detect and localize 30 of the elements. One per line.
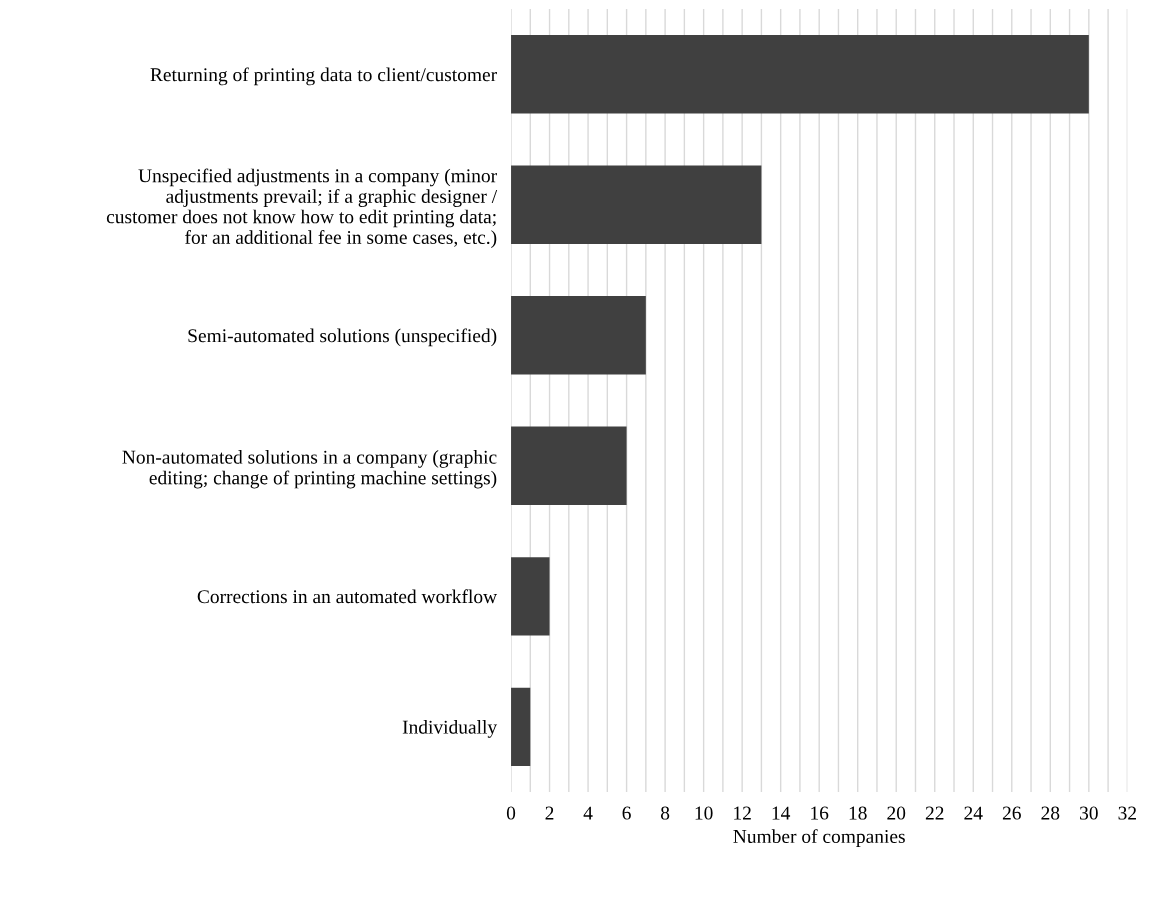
bar (511, 426, 627, 505)
x-axis-title: Number of companies (733, 829, 905, 847)
x-tick-label: 6 (622, 806, 631, 820)
bar (511, 35, 1089, 114)
x-tick-label: 14 (772, 806, 791, 820)
x-tick-label: 32 (1118, 806, 1136, 820)
x-tick-label: 4 (583, 806, 593, 820)
x-tick-label: 8 (660, 806, 670, 820)
x-tick-label: 12 (734, 806, 751, 820)
x-tick-label: 0 (506, 806, 516, 820)
x-tick-label: 2 (545, 806, 554, 820)
x-tick-label: 10 (695, 806, 713, 820)
x-tick-label: 24 (964, 806, 983, 820)
bar (511, 296, 646, 375)
y-tick-label: Unspecified adjustments in a company (minor adjustments prevail; if a graphic designer / customer does not know how to edit printing data; for an additional fee in some cases, etc.) (106, 168, 498, 248)
bar (511, 687, 531, 766)
y-tick-label: Non-automated solutions in a company (graphic editing; change of printing machine settings) (122, 450, 497, 489)
y-tick-label: Returning of printing data to client/customer (150, 67, 497, 86)
x-tick-label: 22 (925, 806, 944, 820)
bar (511, 557, 550, 636)
y-tick-label: Semi-automated solutions (unspecified) (188, 328, 497, 347)
x-tick-label: 30 (1080, 806, 1098, 820)
x-tick-label: 26 (1002, 806, 1021, 820)
x-tick-label: 28 (1041, 806, 1060, 820)
bar (511, 165, 762, 244)
y-tick-label: Corrections in an automated workflow (197, 589, 498, 604)
y-tick-label: Individually (402, 720, 498, 738)
x-tick-label: 18 (849, 806, 867, 820)
x-tick-label: 16 (811, 806, 829, 820)
x-tick-label: 20 (887, 806, 906, 820)
